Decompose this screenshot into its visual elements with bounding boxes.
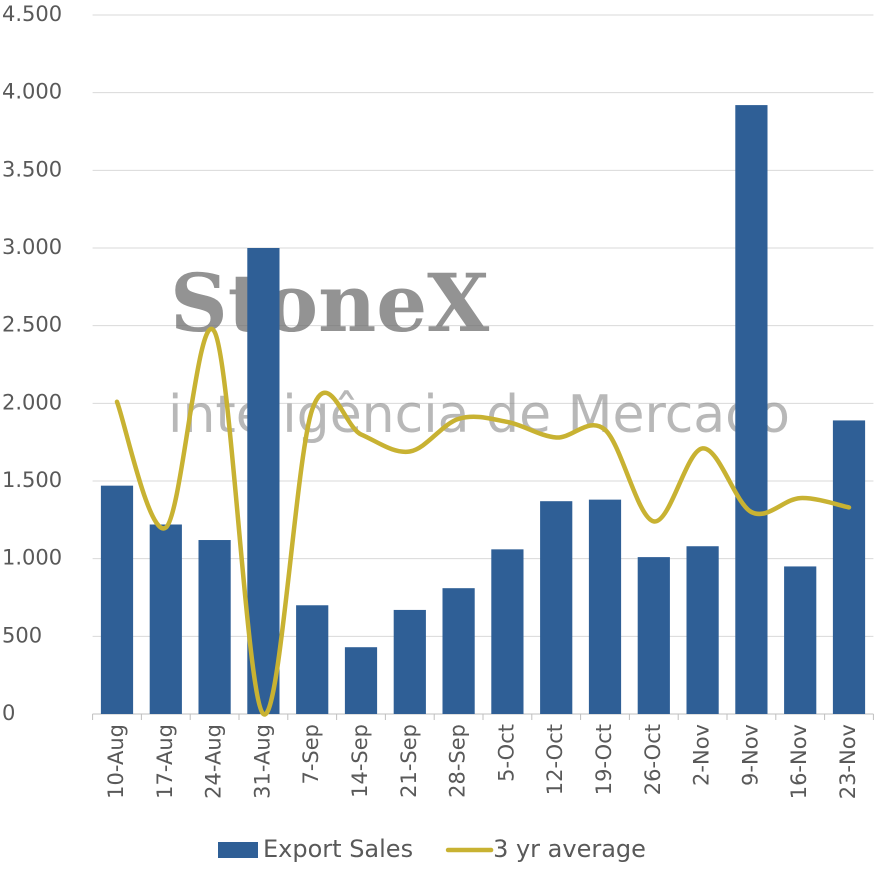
- bar: [491, 549, 524, 714]
- x-tick-label: 21-Sep: [397, 724, 421, 798]
- y-tick-label: 2.000: [2, 390, 62, 414]
- legend-swatch: [218, 842, 258, 858]
- x-tick-label: 12-Oct: [543, 724, 567, 795]
- bar: [393, 609, 426, 714]
- y-tick-label: 4.500: [2, 2, 62, 26]
- y-tick-label: 1.000: [2, 546, 62, 570]
- y-tick-label: 2.500: [2, 313, 62, 337]
- x-tick-label: 31-Aug: [250, 724, 274, 799]
- x-tick-label: 16-Nov: [787, 724, 811, 799]
- x-tick-label: 28-Sep: [446, 724, 470, 798]
- y-tick-label: 3.500: [2, 157, 62, 181]
- bar: [832, 420, 866, 714]
- bar: [588, 499, 622, 714]
- x-tick-label: 19-Oct: [592, 724, 616, 795]
- line: [114, 326, 852, 717]
- bar: [247, 248, 280, 714]
- bar: [686, 546, 719, 714]
- y-tick-label: 500: [2, 623, 42, 647]
- y-tick-label: 0: [2, 701, 15, 725]
- y-tick-label: 4.000: [2, 80, 62, 104]
- x-tick-label: 14-Sep: [348, 724, 372, 798]
- bar: [198, 540, 231, 714]
- x-tick-label: 26-Oct: [641, 724, 665, 795]
- x-tick-label: 2-Nov: [690, 724, 714, 786]
- x-tick-label: 23-Nov: [836, 724, 860, 799]
- legend-label: 3 yr average: [493, 835, 646, 863]
- bar: [637, 557, 670, 714]
- watermark-brand: StoneX: [170, 256, 489, 350]
- x-tick-label: 9-Nov: [738, 724, 762, 786]
- bar: [100, 485, 134, 714]
- bar: [296, 605, 329, 714]
- bar: [344, 647, 378, 714]
- bar: [149, 524, 182, 714]
- legend-label: Export Sales: [263, 835, 413, 863]
- y-tick-label: 1.500: [2, 468, 62, 492]
- x-tick-label: 24-Aug: [202, 724, 226, 799]
- bar: [540, 501, 573, 714]
- x-tick-label: 10-Aug: [104, 724, 128, 799]
- x-tick-label: 5-Oct: [494, 724, 518, 782]
- bar: [735, 105, 768, 715]
- x-tick-label: 17-Aug: [153, 724, 177, 799]
- x-tick-label: 7-Sep: [299, 724, 323, 785]
- bar: [442, 588, 475, 714]
- y-tick-label: 3.000: [2, 235, 62, 259]
- bar: [784, 566, 817, 714]
